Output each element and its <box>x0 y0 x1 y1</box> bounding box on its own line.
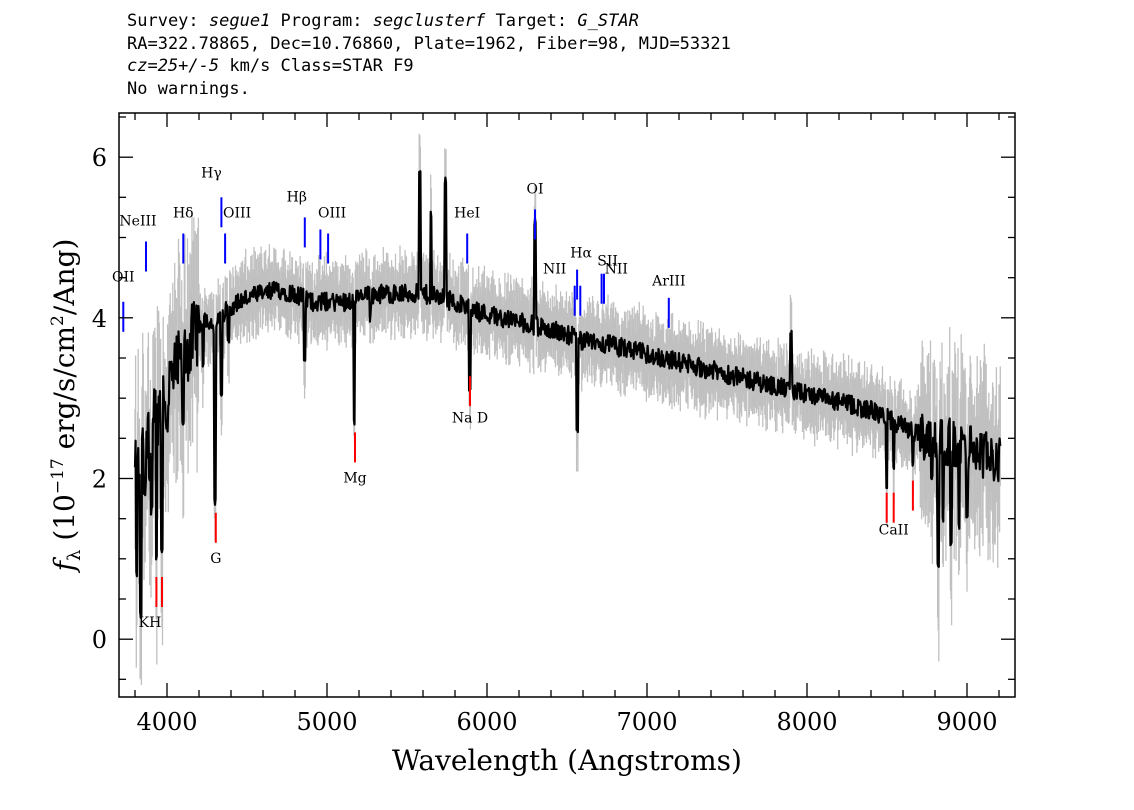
program-label: Program: <box>270 11 373 31</box>
target-value: G_STAR <box>577 11 639 31</box>
line-label-G: G <box>210 551 221 567</box>
line-label-NeIII: NeIII <box>119 214 156 230</box>
line-label-CaII-8542: CaII <box>879 523 909 539</box>
line-label-Mg: Mg <box>343 471 366 487</box>
x-tick-label: 5000 <box>296 708 357 736</box>
line-label-Halpha: Hα <box>570 246 592 262</box>
redshift-value: cz=25+/-5 <box>127 56 220 76</box>
y-axis-label: fλ (10−17 erg/s/cm2/Ang) <box>48 239 85 574</box>
plot-frame <box>118 112 1016 698</box>
class-value: km/s Class=STAR F9 <box>219 56 414 76</box>
x-tick-label: 4000 <box>136 708 197 736</box>
line-label-SII-6716: SII <box>597 254 618 270</box>
line-label-ArIII: ArIII <box>651 274 685 290</box>
line-label-H: KH <box>139 615 162 631</box>
x-tick-label: 7000 <box>616 708 677 736</box>
line-label-HeI: HeI <box>454 205 480 221</box>
y-tick-label: 2 <box>92 466 107 494</box>
line-label-OIII-5007: OIII <box>318 205 346 221</box>
axis-ticks: 4000 5000 6000 7000 8000 9000 0 2 4 6 <box>92 113 1015 736</box>
header-coordinates-line: RA=322.78865, Dec=10.76860, Plate=1962, … <box>127 33 731 54</box>
header-survey-line: Survey: segue1 Program: segclusterf Targ… <box>127 10 731 33</box>
line-label-Hgamma: Hγ <box>201 165 222 181</box>
survey-label: Survey: <box>127 11 209 31</box>
header-redshift-line: cz=25+/-5 km/s Class=STAR F9 <box>127 55 731 78</box>
y-tick-label: 6 <box>92 144 107 172</box>
program-value: segclusterf <box>372 11 486 31</box>
line-label-Hbeta: Hβ <box>287 189 307 205</box>
survey-value: segue1 <box>208 11 271 31</box>
line-label-NII-6583: NII <box>605 262 628 278</box>
line-label-OI: OI <box>526 181 543 197</box>
x-tick-label: 6000 <box>456 708 517 736</box>
flux-series <box>133 170 1002 619</box>
target-label: Target: <box>485 11 578 31</box>
x-tick-label: 8000 <box>776 708 837 736</box>
line-label-Hdelta: Hδ <box>173 205 194 221</box>
y-tick-label: 4 <box>92 305 107 333</box>
flux-line <box>133 170 1002 619</box>
x-tick-label: 9000 <box>936 708 997 736</box>
line-label-NaD: Na D <box>452 410 488 426</box>
line-label-OIII-4363: OIII <box>223 205 251 221</box>
x-axis-label: Wavelength (Angstroms) <box>392 744 742 777</box>
line-label-NII-6548: NII <box>543 262 566 278</box>
spectrum-header: Survey: segue1 Program: segclusterf Targ… <box>127 10 731 100</box>
header-warnings-line: No warnings. <box>127 78 250 99</box>
y-tick-label: 0 <box>92 626 107 654</box>
